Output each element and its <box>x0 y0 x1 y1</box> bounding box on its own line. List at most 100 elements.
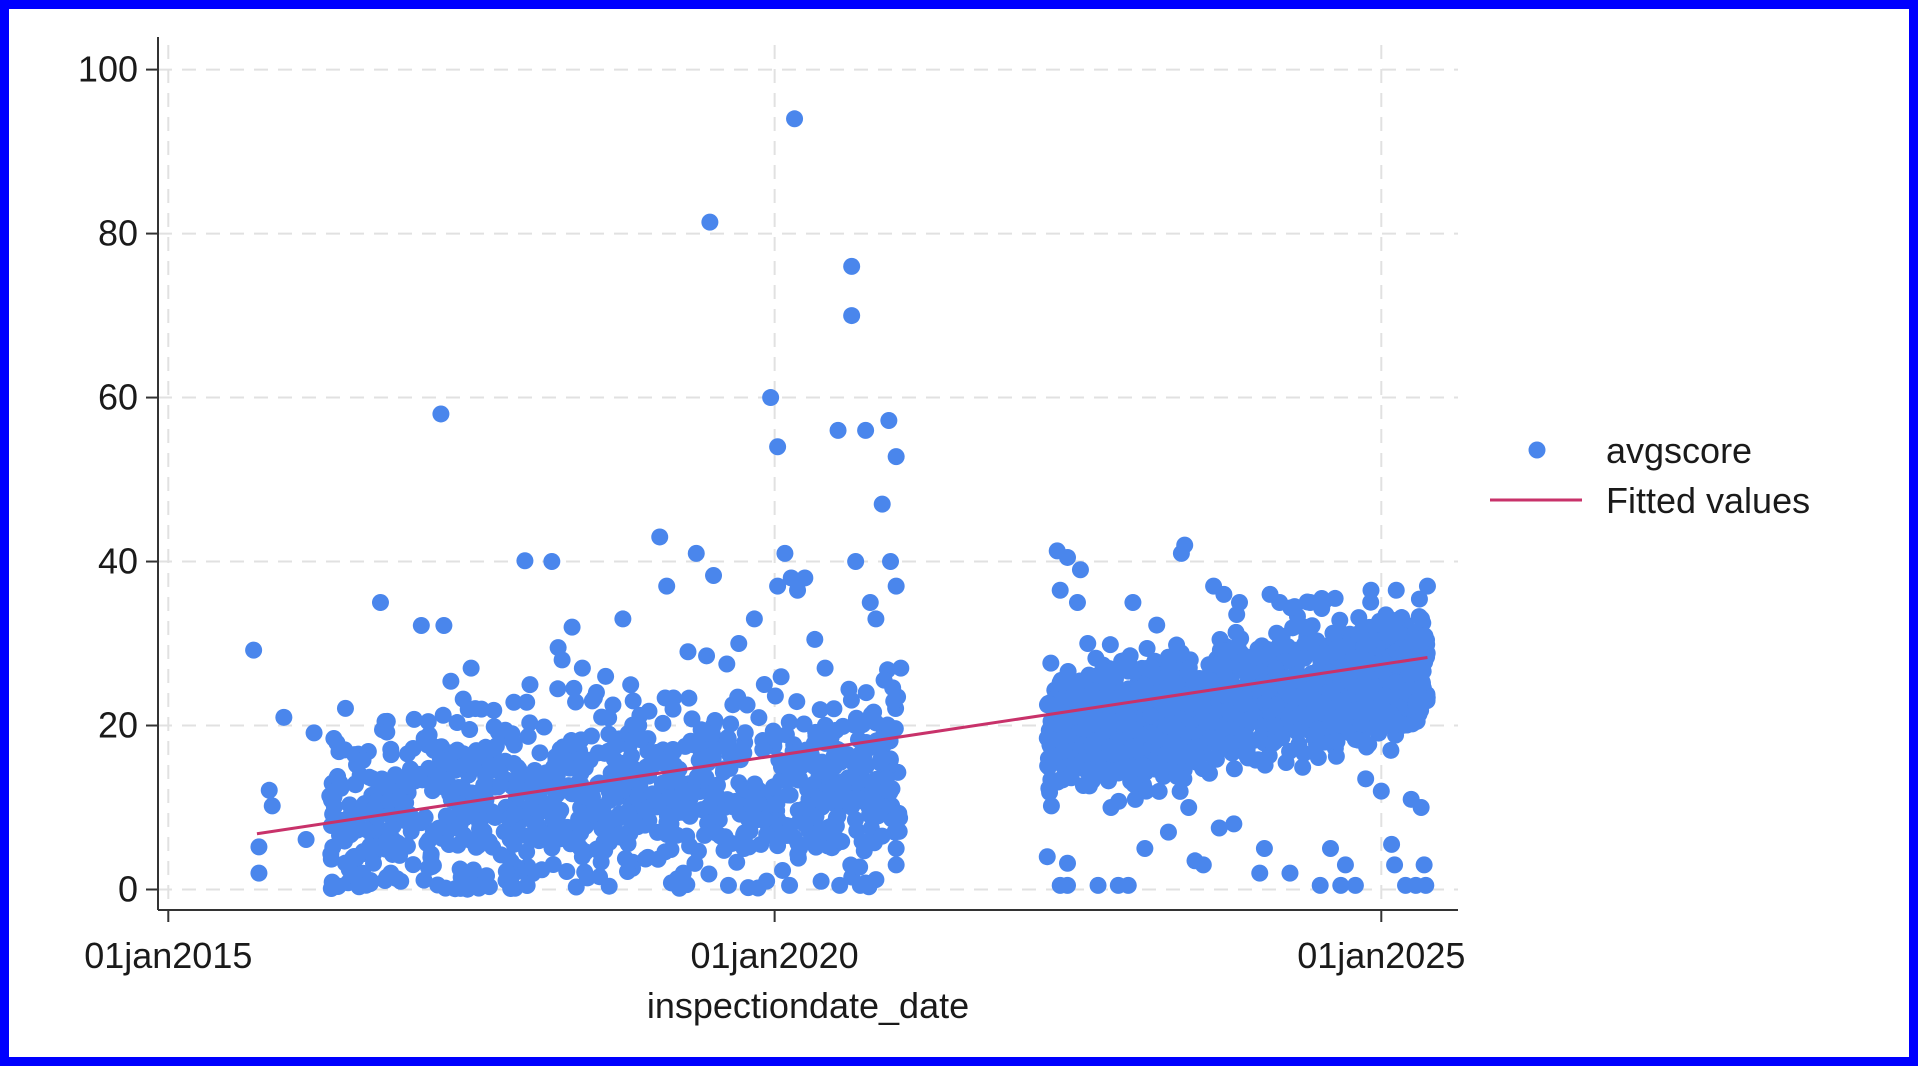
data-point <box>573 848 591 866</box>
data-point <box>616 850 634 868</box>
data-point <box>505 805 523 823</box>
data-point <box>1171 782 1189 800</box>
data-point <box>680 689 698 707</box>
data-point <box>1418 577 1436 595</box>
data-point <box>362 840 380 858</box>
data-point <box>1412 799 1430 817</box>
data-point <box>1080 666 1098 684</box>
data-point <box>1215 585 1233 603</box>
data-point <box>1228 688 1246 706</box>
data-point <box>1215 661 1233 679</box>
data-point <box>681 837 699 855</box>
data-point <box>885 692 903 710</box>
data-point <box>460 755 478 773</box>
data-point <box>1159 648 1177 666</box>
data-point <box>688 768 706 786</box>
data-point <box>1378 686 1396 704</box>
data-point <box>705 566 723 584</box>
data-point <box>1262 642 1280 660</box>
data-point <box>324 838 342 856</box>
data-point <box>322 790 340 808</box>
data-point <box>660 811 678 829</box>
data-point <box>1336 856 1354 874</box>
data-point <box>1415 856 1433 874</box>
data-point <box>1205 749 1223 767</box>
data-point <box>1301 594 1319 612</box>
data-point <box>724 793 742 811</box>
data-point <box>882 553 900 571</box>
data-point <box>812 872 830 890</box>
data-point <box>518 693 536 711</box>
data-point <box>745 806 763 824</box>
data-point <box>1059 727 1077 745</box>
data-point <box>796 569 814 587</box>
data-point <box>1059 548 1077 566</box>
data-point <box>305 724 323 742</box>
legend-marker-avgscore <box>1528 441 1546 459</box>
data-point <box>275 708 293 726</box>
data-point <box>492 775 510 793</box>
data-point <box>471 820 489 838</box>
data-point <box>887 856 905 874</box>
data-point <box>673 803 691 821</box>
data-point <box>746 775 764 793</box>
data-point <box>781 876 799 894</box>
data-point <box>846 716 864 734</box>
data-point <box>1112 744 1130 762</box>
data-point <box>1273 627 1291 645</box>
data-point <box>1362 593 1380 611</box>
data-point <box>563 618 581 636</box>
data-point <box>698 647 716 665</box>
y-tick-label: 20 <box>98 705 138 746</box>
data-point <box>1338 637 1356 655</box>
data-point <box>469 837 487 855</box>
data-point <box>480 878 498 896</box>
data-point <box>597 667 615 685</box>
data-point <box>1251 864 1269 882</box>
data-point <box>396 810 414 828</box>
data-point <box>579 788 597 806</box>
data-point <box>325 730 343 748</box>
data-point <box>505 693 523 711</box>
data-point <box>1171 748 1189 766</box>
y-tick-label: 40 <box>98 541 138 582</box>
data-point <box>1260 680 1278 698</box>
data-point <box>1382 741 1400 759</box>
data-point <box>600 709 618 727</box>
data-point <box>1296 635 1314 653</box>
data-point <box>890 804 908 822</box>
data-point <box>1136 676 1154 694</box>
data-point <box>1187 737 1205 755</box>
data-point <box>567 693 585 711</box>
data-point <box>857 684 875 702</box>
data-point <box>378 723 396 741</box>
data-point <box>1281 742 1299 760</box>
data-point <box>562 732 580 750</box>
data-point <box>549 680 567 698</box>
data-point <box>1071 561 1089 579</box>
data-point <box>772 758 790 776</box>
data-point <box>531 744 549 762</box>
data-point <box>795 715 813 733</box>
data-point <box>1406 664 1424 682</box>
data-point <box>604 696 622 714</box>
data-point <box>1043 746 1061 764</box>
data-point <box>422 845 440 863</box>
data-point <box>762 389 780 407</box>
data-point <box>1109 761 1127 779</box>
data-point <box>1332 876 1350 894</box>
data-point <box>487 737 505 755</box>
data-point <box>1061 672 1079 690</box>
data-point <box>1042 654 1060 672</box>
data-point <box>462 659 480 677</box>
data-point <box>1327 747 1345 765</box>
data-point <box>1301 680 1319 698</box>
data-point <box>659 772 677 790</box>
data-point <box>297 830 315 848</box>
data-point <box>785 828 803 846</box>
data-point <box>1197 713 1215 731</box>
data-point <box>1326 589 1344 607</box>
data-point <box>1083 763 1101 781</box>
data-point <box>719 730 737 748</box>
